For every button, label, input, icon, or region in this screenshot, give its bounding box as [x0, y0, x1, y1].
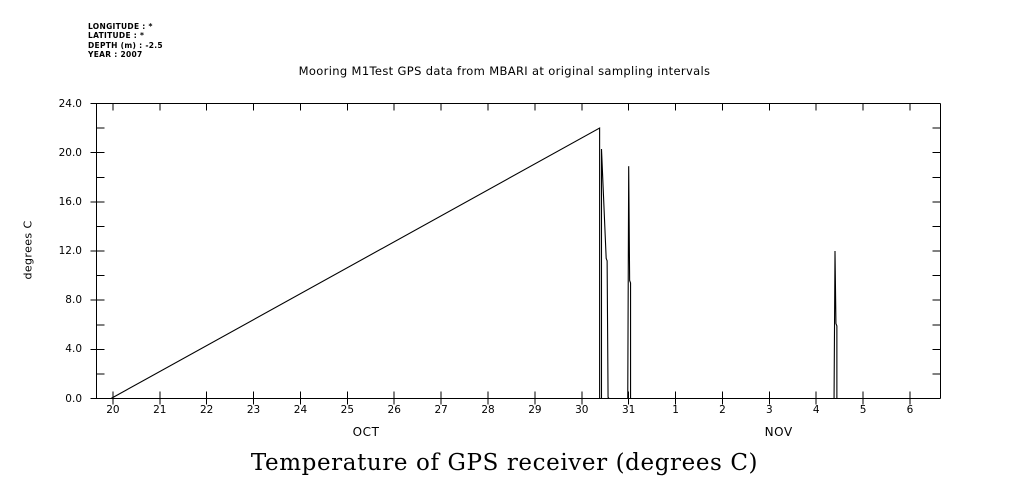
y-tick-label: 20.0 [58, 146, 82, 159]
data-line [110, 127, 838, 400]
metadata-block: LONGITUDE : * LATITUDE : * DEPTH (m) : -… [88, 22, 163, 60]
y-tick-label: 4.0 [65, 343, 82, 356]
x-axis-month-label: NOV [764, 425, 793, 439]
y-tick-label: 12.0 [58, 245, 82, 257]
chart-title: Mooring M1Test GPS data from MBARI at or… [298, 64, 711, 78]
data-series-group [110, 127, 838, 400]
x-tick-label: 4 [812, 404, 820, 416]
x-tick-label: 29 [528, 404, 542, 416]
x-axis-month-label: OCT [352, 425, 380, 439]
metadata-latitude: LATITUDE : * [88, 31, 145, 41]
x-tick-label: 28 [481, 404, 495, 416]
x-tick-label: 27 [434, 404, 448, 416]
y-tick-label: 8.0 [65, 294, 82, 307]
x-tick-label: 24 [293, 404, 308, 416]
x-tick-label: 21 [153, 404, 167, 416]
figure-caption: Temperature of GPS receiver (degrees C) [250, 450, 759, 476]
x-tick-label: 6 [906, 404, 914, 416]
x-tick-label: 23 [246, 404, 261, 416]
metadata-year: YEAR : 2007 [88, 50, 143, 60]
axes-group [90, 102, 942, 405]
metadata-depth: DEPTH (m) : -2.5 [88, 40, 163, 50]
metadata-longitude: LONGITUDE : * [88, 22, 153, 31]
x-tick-label: 1 [672, 404, 679, 416]
x-tick-label: 22 [200, 404, 214, 416]
x-tick-label: 20 [106, 404, 120, 416]
y-tick-label: 24.0 [58, 97, 82, 110]
x-tick-label: 2 [719, 404, 726, 416]
x-tick-label: 31 [622, 404, 636, 416]
x-tick-label: 25 [340, 404, 355, 416]
y-tick-label: 16.0 [58, 195, 82, 208]
x-tick-label: 30 [575, 404, 589, 416]
x-tick-label: 26 [387, 404, 401, 416]
x-tick-label: 5 [859, 404, 867, 416]
y-tick-label: 0.0 [65, 392, 82, 405]
x-tick-label: 3 [766, 404, 773, 416]
